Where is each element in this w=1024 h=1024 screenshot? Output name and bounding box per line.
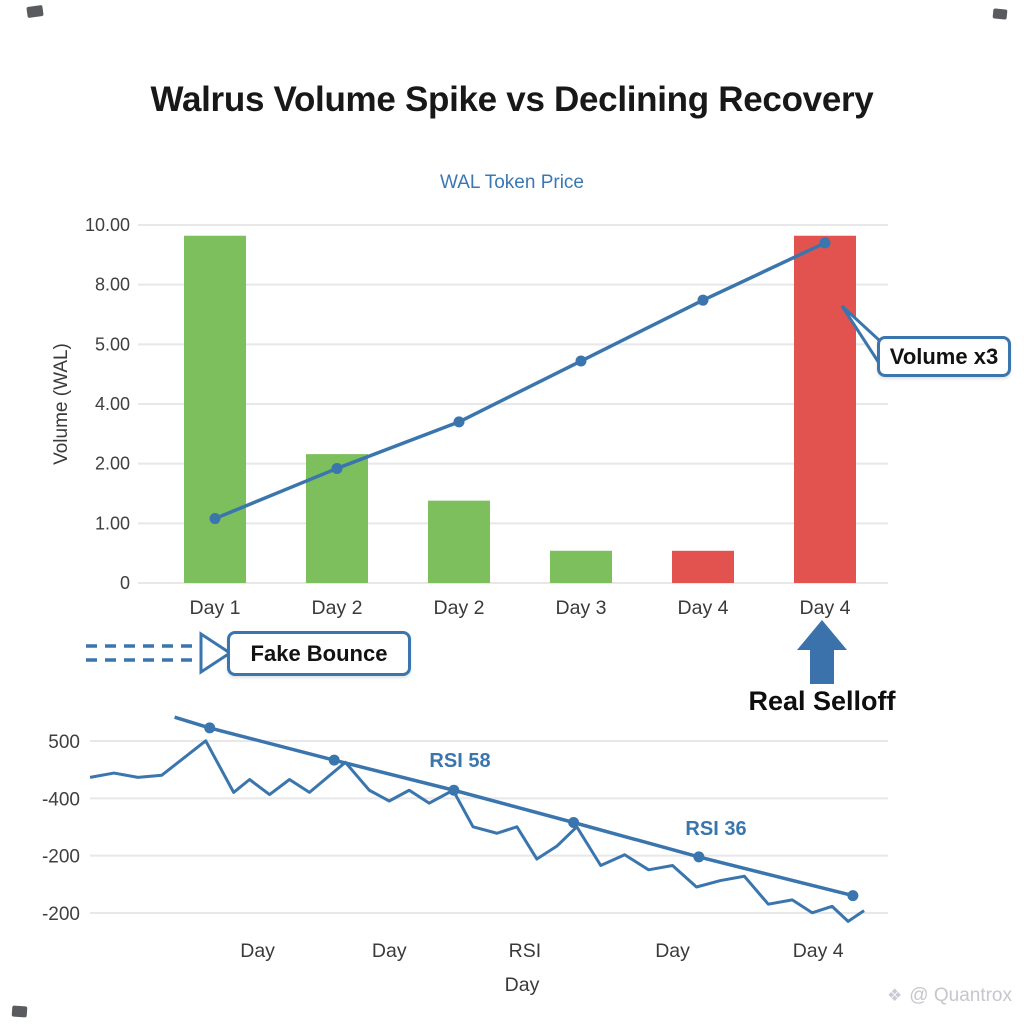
- volume-bar-chart: 10.00 8.00 5.00 4.00 2.00 1.00 0 Day 1 Day 2 Day …: [85, 215, 888, 684]
- svg-text:8.00: 8.00: [95, 275, 130, 295]
- diamond-icon: ❖: [887, 986, 903, 1005]
- svg-text:-400: -400: [42, 789, 80, 810]
- svg-text:-200: -200: [42, 847, 80, 868]
- svg-text:5.00: 5.00: [95, 334, 130, 354]
- volume-x3-callout: Volume x3: [877, 336, 1011, 377]
- fake-bounce-label: Fake Bounce: [250, 640, 388, 666]
- svg-text:RSI: RSI: [509, 940, 542, 962]
- corner-mark: [26, 4, 44, 19]
- rsi-36-annotation: RSI 36: [685, 818, 747, 840]
- svg-text:Day 3: Day 3: [556, 597, 607, 619]
- rsi-line-chart: 500 -400 -200 -200 Day Day RSI Day Day 4: [42, 715, 888, 962]
- watermark-handle: @ Quantrox: [909, 985, 1012, 1006]
- watermark: ❖ @ Quantrox: [887, 985, 1012, 1007]
- fake-bounce-callout: Fake Bounce: [227, 631, 411, 676]
- svg-text:2.00: 2.00: [95, 454, 130, 474]
- svg-text:Day 2: Day 2: [434, 597, 485, 619]
- y-axis-label: Volume (WAL): [51, 343, 72, 465]
- volume-x3-label: Volume x3: [889, 343, 999, 369]
- svg-text:500: 500: [48, 732, 80, 753]
- svg-text:Day: Day: [240, 940, 275, 962]
- real-selloff-label: Real Selloff: [748, 686, 896, 716]
- svg-text:0: 0: [120, 573, 130, 593]
- svg-text:Day 4: Day 4: [800, 597, 851, 619]
- page-title: Walrus Volume Spike vs Declining Recover…: [150, 80, 874, 119]
- top-chart-title: WAL Token Price: [440, 172, 584, 193]
- svg-text:Day: Day: [372, 940, 407, 962]
- rsi-58-annotation: RSI 58: [429, 750, 491, 772]
- svg-text:1.00: 1.00: [95, 513, 130, 533]
- svg-text:Day 4: Day 4: [678, 597, 729, 619]
- x-axis-title: Day: [504, 974, 540, 996]
- svg-text:4.00: 4.00: [95, 394, 130, 414]
- svg-text:Day: Day: [655, 940, 690, 962]
- svg-text:-200: -200: [42, 904, 80, 925]
- svg-text:Day 4: Day 4: [793, 940, 844, 962]
- corner-mark: [11, 1005, 28, 1018]
- corner-mark: [992, 8, 1008, 20]
- svg-text:Day 1: Day 1: [190, 597, 241, 619]
- svg-text:10.00: 10.00: [85, 215, 130, 235]
- svg-text:Day 2: Day 2: [312, 597, 363, 619]
